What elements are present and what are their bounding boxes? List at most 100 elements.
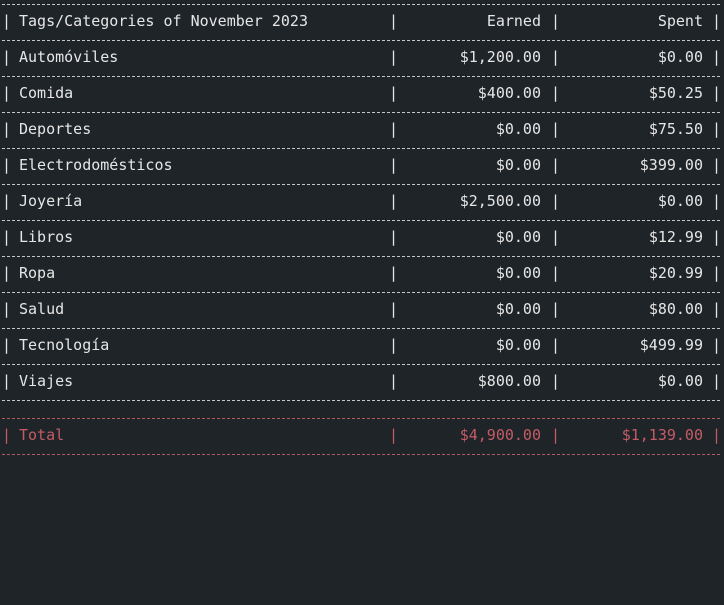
- row-separator: [2, 364, 720, 365]
- earned-value: $2,500.00: [459, 192, 541, 210]
- column-separator: |: [551, 192, 561, 210]
- column-separator: |: [2, 192, 12, 210]
- tag-name: Electrodomésticos: [19, 156, 173, 174]
- column-separator: |: [712, 48, 722, 66]
- earned-value: $0.00: [495, 336, 541, 354]
- column-separator: |: [389, 156, 399, 174]
- column-separator: |: [2, 156, 12, 174]
- total-separator: [2, 454, 720, 455]
- spent-value: $50.25: [648, 84, 703, 102]
- column-separator: |: [389, 228, 399, 246]
- column-separator: |: [551, 48, 561, 66]
- tag-name: Deportes: [19, 120, 92, 138]
- tag-name: Tecnología: [19, 336, 110, 354]
- earned-value: $0.00: [495, 228, 541, 246]
- column-separator: |: [551, 12, 561, 30]
- column-separator: |: [2, 300, 12, 318]
- column-separator: |: [712, 228, 722, 246]
- column-separator: |: [2, 48, 12, 66]
- earned-value: $0.00: [495, 300, 541, 318]
- column-separator: |: [551, 336, 561, 354]
- earned-value: $1,200.00: [459, 48, 541, 66]
- column-separator: |: [389, 264, 399, 282]
- column-separator: |: [2, 372, 12, 390]
- table-row: | Deportes | $0.00 | $75.50 |: [0, 119, 724, 139]
- spent-value: $499.99: [639, 336, 703, 354]
- column-separator: |: [2, 84, 12, 102]
- row-separator: [2, 292, 720, 293]
- spent-value: $0.00: [657, 192, 703, 210]
- total-spent: $1,139.00: [621, 426, 703, 444]
- row-separator: [2, 256, 720, 257]
- column-separator: |: [389, 120, 399, 138]
- spent-value: $80.00: [648, 300, 703, 318]
- earned-value: $0.00: [495, 156, 541, 174]
- tag-name: Comida: [19, 84, 74, 102]
- earned-value: $400.00: [477, 84, 541, 102]
- terminal-window: | Tags/Categories of November 2023 | Ear…: [0, 4, 724, 455]
- total-row: | Total | $4,900.00 | $1,139.00 |: [0, 425, 724, 445]
- spent-value: $75.50: [648, 120, 703, 138]
- row-separator: [2, 76, 720, 77]
- header-title: Tags/Categories of November 2023: [19, 12, 308, 30]
- table-row: | Tecnología | $0.00 | $499.99 |: [0, 335, 724, 355]
- column-separator: |: [2, 336, 12, 354]
- column-separator: |: [551, 84, 561, 102]
- column-separator: |: [551, 264, 561, 282]
- column-separator: |: [389, 192, 399, 210]
- table-border: [2, 4, 720, 5]
- column-separator: |: [551, 156, 561, 174]
- row-separator: [2, 40, 720, 41]
- earned-value: $0.00: [495, 264, 541, 282]
- spent-value: $0.00: [657, 372, 703, 390]
- column-separator: |: [712, 426, 722, 444]
- column-separator: |: [389, 372, 399, 390]
- spent-value: $12.99: [648, 228, 703, 246]
- total-earned: $4,900.00: [459, 426, 541, 444]
- table-row: | Comida | $400.00 | $50.25 |: [0, 83, 724, 103]
- column-separator: |: [712, 12, 722, 30]
- column-separator: |: [712, 264, 722, 282]
- row-separator: [2, 400, 720, 401]
- column-separator: |: [712, 192, 722, 210]
- table-row: | Libros | $0.00 | $12.99 |: [0, 227, 724, 247]
- column-separator: |: [712, 336, 722, 354]
- column-separator: |: [389, 12, 399, 30]
- column-separator: |: [389, 48, 399, 66]
- column-separator: |: [712, 156, 722, 174]
- table-header-row: | Tags/Categories of November 2023 | Ear…: [0, 11, 724, 31]
- header-spent: Spent: [657, 12, 703, 30]
- column-separator: |: [551, 300, 561, 318]
- column-separator: |: [2, 120, 12, 138]
- tag-name: Libros: [19, 228, 74, 246]
- column-separator: |: [551, 228, 561, 246]
- spent-value: $0.00: [657, 48, 703, 66]
- column-separator: |: [551, 120, 561, 138]
- total-separator: [2, 418, 720, 419]
- header-earned: Earned: [486, 12, 541, 30]
- column-separator: |: [2, 426, 12, 444]
- earned-value: $0.00: [495, 120, 541, 138]
- tag-name: Viajes: [19, 372, 74, 390]
- column-separator: |: [389, 300, 399, 318]
- table-row: | Viajes | $800.00 | $0.00 |: [0, 371, 724, 391]
- tag-name: Salud: [19, 300, 65, 318]
- column-separator: |: [712, 84, 722, 102]
- column-separator: |: [712, 372, 722, 390]
- column-separator: |: [389, 426, 399, 444]
- earned-value: $800.00: [477, 372, 541, 390]
- tag-name: Ropa: [19, 264, 56, 282]
- column-separator: |: [712, 120, 722, 138]
- tag-name: Joyería: [19, 192, 83, 210]
- total-label: Total: [19, 426, 65, 444]
- column-separator: |: [712, 300, 722, 318]
- column-separator: |: [2, 264, 12, 282]
- row-separator: [2, 148, 720, 149]
- column-separator: |: [551, 372, 561, 390]
- column-separator: |: [551, 426, 561, 444]
- column-separator: |: [2, 12, 12, 30]
- table-row: | Electrodomésticos | $0.00 | $399.00 |: [0, 155, 724, 175]
- table-row: | Ropa | $0.00 | $20.99 |: [0, 263, 724, 283]
- row-separator: [2, 220, 720, 221]
- spent-value: $20.99: [648, 264, 703, 282]
